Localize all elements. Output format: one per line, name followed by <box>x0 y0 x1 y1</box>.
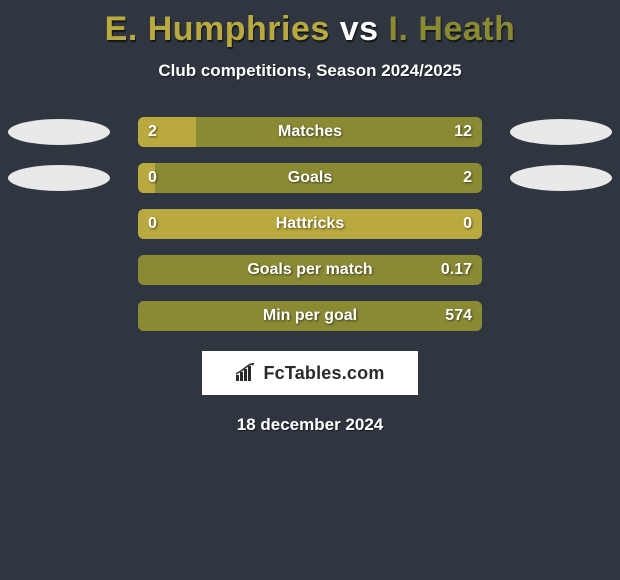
stat-row: 0Hattricks0 <box>0 209 620 239</box>
subtitle: Club competitions, Season 2024/2025 <box>0 61 620 81</box>
team-badge-left <box>8 165 110 191</box>
stat-bar: 2Matches12 <box>138 117 482 147</box>
stat-row: Goals per match0.17 <box>0 255 620 285</box>
stat-label: Goals per match <box>138 255 482 285</box>
stat-label: Hattricks <box>138 209 482 239</box>
stat-value-right: 2 <box>463 163 472 193</box>
team-badge-right <box>510 165 612 191</box>
stat-row: 0Goals2 <box>0 163 620 193</box>
stat-label: Matches <box>138 117 482 147</box>
stat-value-right: 0.17 <box>441 255 472 285</box>
team-badge-right <box>510 119 612 145</box>
stats-rows: 2Matches120Goals20Hattricks0Goals per ma… <box>0 117 620 331</box>
stat-bar: Goals per match0.17 <box>138 255 482 285</box>
stat-bar: 0Hattricks0 <box>138 209 482 239</box>
title-player1: E. Humphries <box>105 10 330 48</box>
brand-badge: FcTables.com <box>202 351 418 395</box>
title-player2: I. Heath <box>389 10 516 48</box>
stat-value-right: 12 <box>454 117 472 147</box>
stat-row: Min per goal574 <box>0 301 620 331</box>
date-text: 18 december 2024 <box>0 415 620 435</box>
stat-label: Min per goal <box>138 301 482 331</box>
stat-value-right: 0 <box>463 209 472 239</box>
brand-chart-icon <box>235 363 257 383</box>
brand-text: FcTables.com <box>263 363 384 384</box>
title-vs: vs <box>340 10 379 48</box>
team-badge-left <box>8 119 110 145</box>
stat-bar: Min per goal574 <box>138 301 482 331</box>
comparison-title: E. Humphries vs I. Heath <box>0 0 620 49</box>
stat-value-right: 574 <box>445 301 472 331</box>
stat-label: Goals <box>138 163 482 193</box>
stat-bar: 0Goals2 <box>138 163 482 193</box>
stat-row: 2Matches12 <box>0 117 620 147</box>
